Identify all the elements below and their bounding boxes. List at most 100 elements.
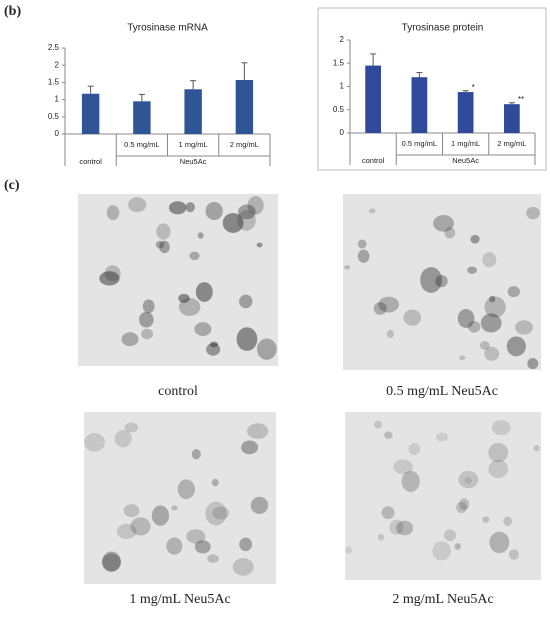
chart-title: Tyrosinase mRNA bbox=[127, 23, 208, 34]
cell bbox=[374, 420, 383, 429]
cell bbox=[527, 357, 539, 370]
cell bbox=[396, 520, 414, 536]
cell bbox=[433, 214, 454, 232]
cell bbox=[357, 239, 367, 249]
y-tick-label: 0.5 bbox=[333, 105, 345, 114]
cell bbox=[239, 537, 253, 552]
cell bbox=[389, 519, 404, 535]
image-caption: 0.5 mg/mL Neu5Ac bbox=[386, 384, 498, 399]
cell bbox=[479, 340, 490, 350]
cell bbox=[373, 302, 387, 315]
y-tick-label: 1 bbox=[340, 82, 345, 91]
cell bbox=[151, 505, 170, 526]
x-tick-label: 1 mg/mL bbox=[179, 140, 208, 149]
cell bbox=[489, 531, 510, 554]
bar bbox=[365, 65, 381, 133]
cell bbox=[237, 210, 256, 231]
cell bbox=[482, 516, 490, 523]
y-tick-label: 0.5 bbox=[48, 112, 60, 121]
cell bbox=[480, 313, 502, 333]
cell bbox=[435, 432, 449, 442]
micrograph bbox=[343, 194, 541, 370]
cell bbox=[393, 459, 413, 475]
cell bbox=[369, 208, 376, 214]
bar bbox=[235, 79, 254, 134]
panel-label: (b) bbox=[4, 4, 21, 19]
bar bbox=[457, 92, 474, 133]
cell bbox=[130, 517, 151, 536]
x-tick-label: 2 mg/mL bbox=[497, 139, 526, 148]
cell bbox=[236, 327, 258, 351]
cell bbox=[515, 320, 533, 335]
cell bbox=[250, 496, 269, 515]
cell bbox=[123, 504, 140, 518]
group-label: Neu5Ac bbox=[452, 156, 479, 165]
cell bbox=[171, 505, 178, 511]
cell bbox=[256, 338, 277, 360]
cell bbox=[458, 470, 479, 489]
cell bbox=[212, 506, 230, 520]
cell bbox=[384, 431, 393, 439]
y-tick-label: 1 bbox=[55, 95, 60, 104]
cell bbox=[526, 206, 540, 220]
bar bbox=[504, 104, 520, 133]
cell bbox=[420, 267, 442, 293]
cell bbox=[189, 251, 200, 261]
cell bbox=[508, 549, 519, 560]
cell bbox=[114, 429, 132, 448]
cell bbox=[482, 252, 497, 268]
cell bbox=[178, 293, 190, 303]
image-caption: 1 mg/mL Neu5Ac bbox=[129, 592, 230, 607]
cell bbox=[491, 420, 511, 436]
cell bbox=[506, 336, 526, 357]
cell bbox=[444, 227, 456, 239]
x-tick-label: control bbox=[362, 156, 385, 165]
cell bbox=[166, 537, 183, 555]
cell bbox=[141, 328, 154, 340]
cell bbox=[470, 234, 480, 244]
cell bbox=[408, 443, 421, 456]
chart-title: Tyrosinase protein bbox=[402, 23, 484, 34]
cell bbox=[178, 298, 201, 316]
cell bbox=[102, 551, 121, 573]
cell bbox=[139, 311, 154, 328]
bar bbox=[81, 93, 100, 134]
cell bbox=[467, 321, 481, 333]
cell bbox=[488, 459, 509, 479]
cell bbox=[435, 275, 448, 288]
cell bbox=[106, 205, 120, 221]
cell bbox=[222, 213, 244, 233]
cell bbox=[205, 201, 223, 221]
cell bbox=[247, 423, 269, 439]
cell bbox=[401, 470, 420, 492]
cell bbox=[102, 553, 121, 572]
cell bbox=[503, 516, 513, 527]
cell bbox=[194, 322, 212, 337]
y-tick-label: 2 bbox=[340, 35, 345, 44]
micrograph bbox=[84, 412, 276, 584]
cell bbox=[128, 197, 147, 213]
cell bbox=[507, 286, 521, 298]
significance-mark: ** bbox=[518, 95, 524, 104]
cell bbox=[432, 541, 451, 561]
cell bbox=[381, 506, 395, 520]
cell bbox=[467, 266, 477, 274]
cell bbox=[156, 223, 171, 240]
cell bbox=[195, 282, 213, 302]
cell bbox=[377, 533, 385, 541]
cell bbox=[488, 295, 496, 303]
cell bbox=[142, 299, 155, 314]
cell bbox=[159, 240, 170, 254]
cell bbox=[256, 242, 263, 248]
x-tick-label: 0.5 mg/mL bbox=[402, 139, 437, 148]
cell bbox=[177, 479, 195, 500]
cell bbox=[207, 554, 219, 563]
cell bbox=[488, 442, 509, 463]
cell bbox=[378, 296, 400, 313]
cell bbox=[459, 355, 466, 361]
cell bbox=[232, 558, 254, 576]
bar bbox=[411, 77, 428, 133]
y-tick-label: 0 bbox=[55, 129, 60, 138]
image-caption: 2 mg/mL Neu5Ac bbox=[392, 592, 493, 607]
